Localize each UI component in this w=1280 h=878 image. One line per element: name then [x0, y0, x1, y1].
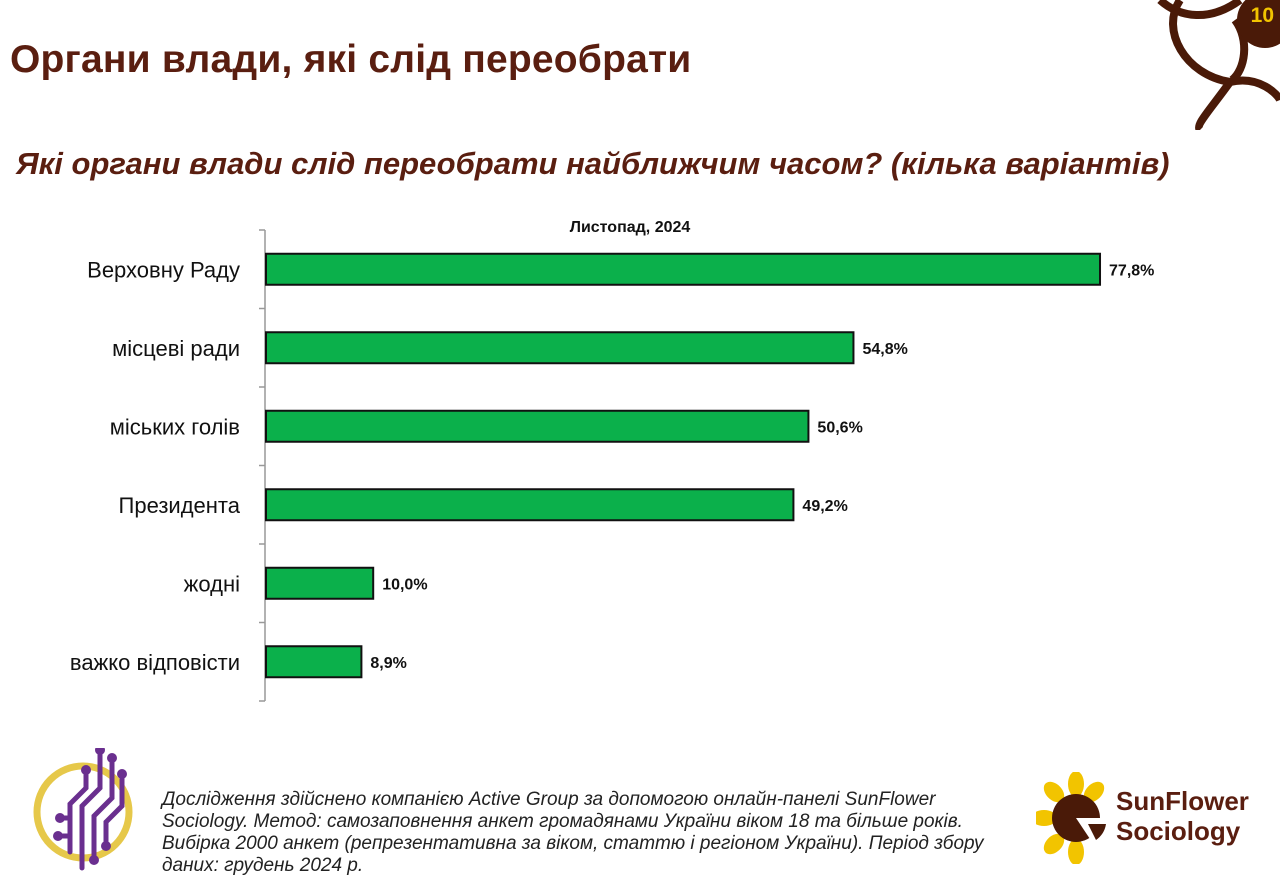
survey-question: Які органи влади слід переобрати найближ… [16, 146, 1170, 181]
bar [265, 252, 1102, 286]
page-number: 10 [1250, 4, 1274, 27]
sunflower-sociology-logo: SunFlower Sociology [1036, 772, 1266, 864]
bar [265, 645, 363, 679]
brand-name: SunFlower Sociology [1116, 786, 1249, 846]
bar [265, 331, 855, 365]
chart-title: Листопад, 2024 [570, 219, 691, 236]
value-label: 54,8% [862, 341, 907, 358]
category-label: жодні [184, 571, 240, 596]
brand-name-line2: Sociology [1116, 816, 1241, 846]
value-label: 49,2% [802, 498, 847, 515]
brand-name-line1: SunFlower [1116, 786, 1249, 816]
value-label: 50,6% [817, 419, 862, 436]
category-label: Президента [119, 493, 241, 518]
category-label: важко відповісти [70, 650, 240, 675]
bar-chart: Листопад, 2024 Верховну Раду 77,8% місцеві… [70, 219, 1154, 702]
page-badge: 10 [1140, 0, 1280, 130]
footer-methodology-note: Дослідження здійснено компанією Active G… [162, 789, 984, 876]
bar [265, 566, 375, 600]
circuit-icon [33, 745, 133, 871]
sunflower-icon [1036, 772, 1112, 864]
slide-title: Органи влади, які слід переобрати [10, 38, 692, 81]
sunflower-corner-icon [1157, 0, 1280, 130]
bar [265, 409, 810, 443]
value-label: 77,8% [1109, 262, 1154, 279]
value-label: 8,9% [370, 655, 406, 672]
category-label: міських голів [110, 414, 240, 439]
category-label: місцеві ради [112, 336, 240, 361]
agency-logo [30, 745, 140, 878]
category-label: Верховну Раду [87, 257, 240, 282]
bar [265, 488, 795, 522]
value-label: 10,0% [382, 576, 427, 593]
